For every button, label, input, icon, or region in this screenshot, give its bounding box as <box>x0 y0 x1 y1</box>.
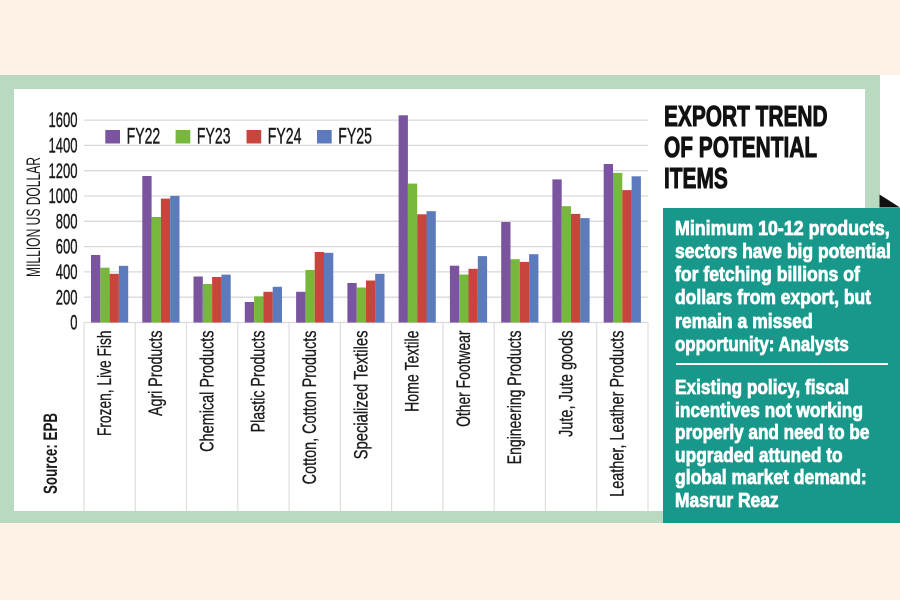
svg-text:1400: 1400 <box>49 133 78 157</box>
svg-text:FY25: FY25 <box>338 123 372 148</box>
svg-text:FY22: FY22 <box>127 123 161 148</box>
svg-text:Specialized Textiles: Specialized Textiles <box>351 331 372 460</box>
svg-text:Plastic Products: Plastic Products <box>248 331 270 433</box>
svg-text:600: 600 <box>56 234 78 258</box>
svg-text:Chemical Products: Chemical Products <box>197 331 218 452</box>
svg-text:Source: EPB: Source: EPB <box>41 413 62 494</box>
svg-text:Home Textile: Home Textile <box>402 331 424 412</box>
svg-text:Engineering Products: Engineering Products <box>504 331 526 465</box>
svg-text:FY24: FY24 <box>268 123 302 148</box>
svg-text:Frozen, Live Fish: Frozen, Live Fish <box>94 331 116 437</box>
svg-text:Agri Products: Agri Products <box>145 331 166 416</box>
svg-text:Leather, Leather Products: Leather, Leather Products <box>607 331 628 497</box>
svg-text:FY23: FY23 <box>197 123 231 148</box>
svg-text:200: 200 <box>56 285 78 309</box>
svg-text:400: 400 <box>56 260 78 284</box>
svg-text:0: 0 <box>70 310 77 334</box>
svg-text:1000: 1000 <box>49 184 78 208</box>
svg-text:Cotton, Cotton Products: Cotton, Cotton Products <box>299 331 320 485</box>
svg-text:Other Footwear: Other Footwear <box>453 330 475 427</box>
svg-text:Jute, Jute goods: Jute, Jute goods <box>556 331 577 437</box>
svg-text:MILLION US DOLLAR: MILLION US DOLLAR <box>24 157 44 277</box>
svg-text:1600: 1600 <box>49 108 78 132</box>
svg-text:1200: 1200 <box>49 159 78 183</box>
svg-text:800: 800 <box>56 209 78 233</box>
